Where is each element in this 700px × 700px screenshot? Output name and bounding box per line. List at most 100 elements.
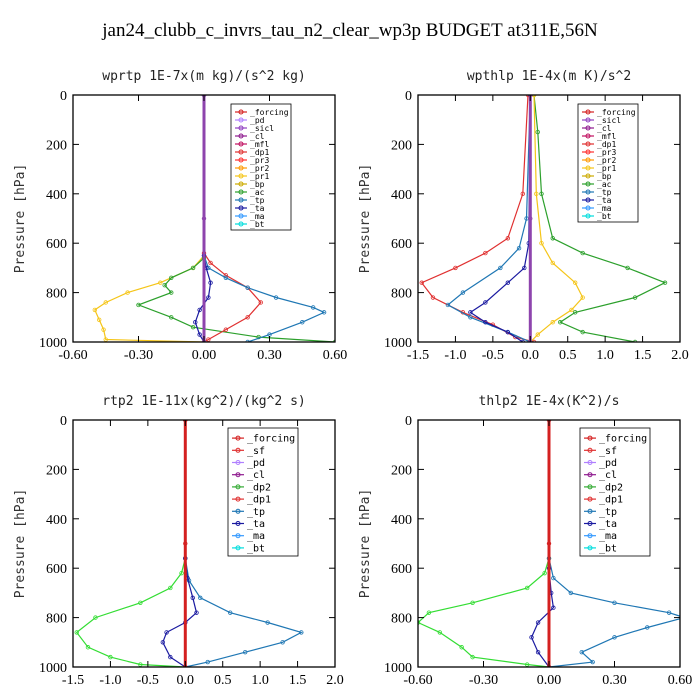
legend-entry: _pd <box>247 458 265 469</box>
legend-entry: _forcing <box>247 434 295 445</box>
data-point <box>531 339 537 342</box>
y-axis-label: Pressure [hPa] <box>358 489 373 599</box>
data-point <box>208 280 213 285</box>
x-tick-label: -1.5 <box>407 348 429 363</box>
legend-entry: _ma <box>250 212 265 221</box>
legend-entry: _cl <box>597 124 612 133</box>
y-tick-label: 1000 <box>39 661 67 676</box>
y-tick-label: 600 <box>391 562 412 577</box>
legend-entry: _dp2 <box>247 482 271 493</box>
x-tick-label: -1.0 <box>99 673 121 688</box>
x-tick-label: 0.60 <box>323 348 348 363</box>
y-tick-label: 600 <box>391 237 412 252</box>
data-point <box>645 625 650 630</box>
series-line-tp <box>446 95 531 342</box>
legend-entry: _forcing <box>597 108 636 117</box>
data-point <box>168 654 173 660</box>
legend-entry: _ta <box>597 196 612 205</box>
data-point <box>190 265 196 271</box>
data-point <box>470 600 475 605</box>
plot-frame <box>417 94 681 343</box>
legend-entry: _mfl <box>250 140 269 149</box>
data-point <box>546 541 552 546</box>
y-tick-label: 800 <box>46 287 67 302</box>
legend-entry: _bt <box>247 543 265 554</box>
y-tick-label: 800 <box>46 612 67 627</box>
data-point <box>516 245 522 251</box>
data-point <box>539 240 544 246</box>
y-tick-label: 200 <box>46 463 67 478</box>
data-point <box>160 640 166 645</box>
series-line-tp <box>203 95 326 342</box>
y-tick-label: 600 <box>46 237 67 252</box>
data-point <box>245 339 250 342</box>
data-point <box>125 290 130 295</box>
data-point <box>198 595 203 601</box>
data-point <box>534 191 539 196</box>
data-point <box>550 320 555 325</box>
data-point <box>223 275 229 280</box>
data-point <box>265 620 270 625</box>
legend-entry: _ac <box>597 180 612 189</box>
data-point <box>183 541 188 546</box>
data-point <box>194 610 199 615</box>
y-axis-label: Pressure [hPa] <box>13 489 28 599</box>
data-point <box>74 630 79 635</box>
data-point <box>535 332 540 337</box>
series-line-dp1 <box>418 420 550 667</box>
legend-entry: _ma <box>247 531 265 542</box>
legend-entry: _tp <box>250 196 265 205</box>
y-tick-label: 0 <box>60 414 67 429</box>
legend-entry: _ta <box>599 519 617 530</box>
x-tick-label: -0.5 <box>137 673 159 688</box>
data-point <box>683 616 687 620</box>
data-point <box>568 590 574 596</box>
data-point <box>197 332 202 337</box>
data-point <box>310 305 316 310</box>
data-point <box>258 300 263 305</box>
data-point <box>483 320 488 325</box>
data-point <box>280 640 285 645</box>
series-line-ta <box>162 420 198 667</box>
legend-entry: _cl <box>250 132 265 141</box>
legend-entry: _pr1 <box>250 172 269 181</box>
data-point <box>138 600 143 605</box>
data-point <box>101 327 106 332</box>
legend-entry: _sf <box>247 446 265 457</box>
legend-entry: _mfl <box>597 132 616 141</box>
legend-entry: _dp1 <box>599 495 623 506</box>
y-tick-label: 1000 <box>39 336 67 351</box>
data-point <box>498 265 503 271</box>
data-point <box>245 285 250 290</box>
legend: _forcing_sicl_cl_mfl_dp1_pr3_pr2_pr1_bp_… <box>577 103 639 223</box>
y-tick-label: 800 <box>391 287 412 302</box>
data-point <box>539 191 544 196</box>
data-point <box>579 649 584 655</box>
data-point <box>468 315 473 320</box>
legend-entry: _forcing <box>599 434 647 445</box>
data-point <box>158 280 163 285</box>
data-point <box>625 265 630 271</box>
y-tick-label: 400 <box>391 188 412 203</box>
data-point <box>162 282 167 288</box>
data-point <box>520 339 525 342</box>
data-point <box>205 659 210 665</box>
series-line-ac <box>136 95 335 342</box>
data-point <box>190 324 196 330</box>
data-point <box>525 95 531 98</box>
y-tick-label: 400 <box>391 513 412 528</box>
legend-entry: _bp <box>250 180 265 189</box>
legend-entry: _pr2 <box>597 156 616 165</box>
data-point <box>522 265 527 271</box>
chart-panel-3: rtp2 1E-11x(kg^2)/(kg^2 s) Pressure [hPa]… <box>13 394 344 688</box>
legend-entry: _tp <box>597 188 612 197</box>
legend-entry: _pr3 <box>597 148 616 157</box>
series-line-pr1 <box>529 95 584 342</box>
x-tick-label: 1.5 <box>634 348 652 363</box>
legend-entry: _pr1 <box>597 164 616 173</box>
y-axis-label: Pressure [hPa] <box>358 164 373 274</box>
data-point <box>569 307 574 313</box>
legend-entry: _tp <box>599 507 617 518</box>
legend-entry: _ma <box>597 204 612 213</box>
data-point <box>227 610 233 615</box>
